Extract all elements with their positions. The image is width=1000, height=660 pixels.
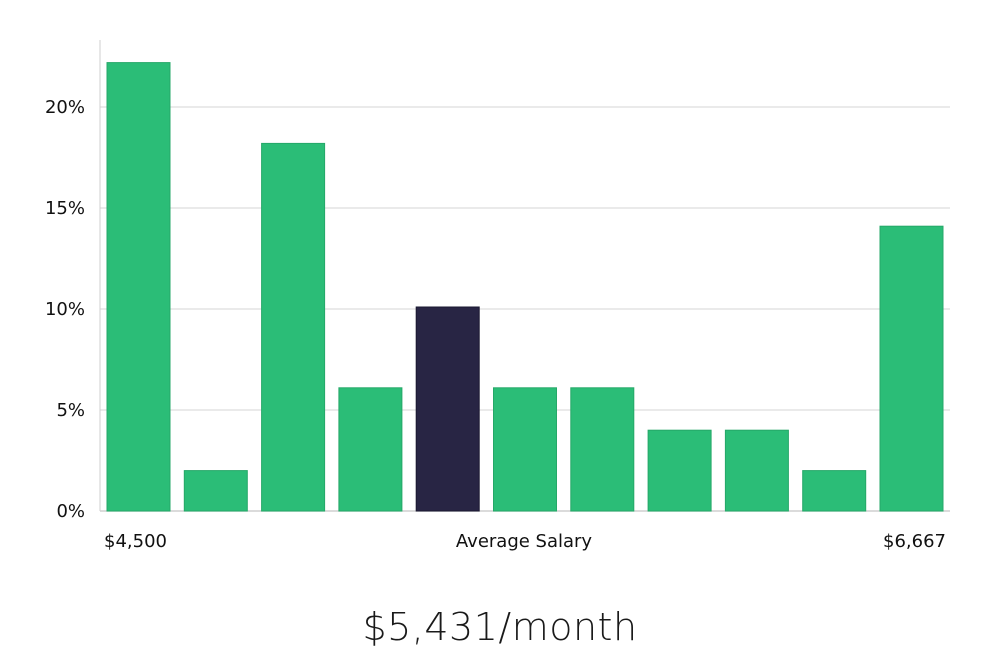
bars [106, 62, 944, 512]
y-tick-label: 5% [56, 400, 85, 421]
bar [879, 225, 944, 512]
bar-highlighted [415, 306, 480, 512]
x-max-label: $6,667 [883, 531, 946, 552]
y-tick-label: 0% [56, 501, 85, 522]
bar [106, 62, 171, 512]
y-tick-label: 15% [45, 198, 85, 219]
x-axis-title: Average Salary [456, 531, 593, 552]
y-tick-labels: 0% 5% 10% 15% 20% [45, 97, 85, 522]
average-salary-value: $5,431/month [362, 605, 638, 649]
bar [261, 142, 326, 512]
y-tick-label: 10% [45, 299, 85, 320]
bar [647, 429, 712, 512]
y-tick-label: 20% [45, 97, 85, 118]
bar [338, 387, 403, 512]
x-min-label: $4,500 [104, 531, 167, 552]
bar [724, 429, 789, 512]
bar [570, 387, 635, 512]
bar [183, 470, 248, 512]
salary-histogram: 0% 5% 10% 15% 20% $4,500 Average Salary $6,6… [45, 40, 950, 552]
bar [493, 387, 557, 512]
bar [802, 470, 867, 512]
